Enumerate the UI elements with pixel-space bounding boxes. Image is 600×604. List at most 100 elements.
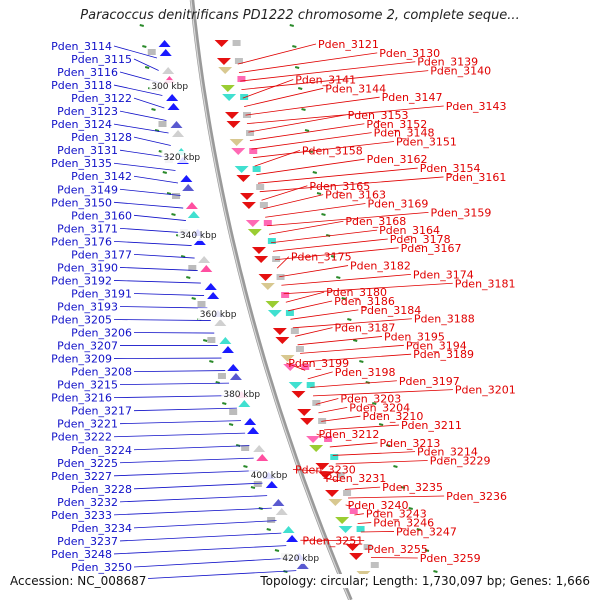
leader-line: [281, 274, 410, 285]
forward-gene-block: [312, 400, 320, 406]
scale-tick-label: 300 kbp: [151, 82, 188, 92]
reverse-gene-arrow: [186, 202, 198, 209]
reverse-gene-arrow: [166, 94, 178, 101]
gene-label: Pden_3207: [57, 340, 118, 353]
scale-dash: [152, 109, 156, 110]
reverse-gene-block: [172, 193, 180, 199]
leader-line: [134, 408, 237, 411]
scale-dash: [186, 277, 190, 278]
gene-label: Pden_3251: [302, 534, 363, 547]
gene-label: Pden_3184: [360, 304, 421, 317]
gene-label: Pden_3248: [51, 548, 112, 561]
gene-label: Pden_3143: [446, 100, 507, 113]
leader-line: [358, 523, 372, 524]
leader-line: [134, 254, 195, 258]
gene-label: Pden_3128: [71, 131, 132, 144]
gene-label: Pden_3205: [51, 314, 112, 327]
leader-line: [310, 381, 397, 388]
forward-gene-arrow: [300, 418, 314, 425]
scale-tick-label: 400 kbp: [251, 471, 288, 481]
scale-dash: [290, 25, 294, 26]
reverse-gene-block: [148, 49, 156, 55]
gene-label: Pden_3123: [57, 105, 118, 118]
reverse-gene-arrow: [168, 103, 180, 110]
leader-line: [321, 416, 360, 421]
reverse-gene-arrow: [247, 427, 259, 434]
reverse-gene-arrow: [172, 130, 184, 137]
scale-dash: [181, 256, 185, 257]
gene-label: Pden_3176: [51, 235, 112, 248]
leader-line: [114, 202, 183, 208]
gene-label: Pden_3212: [319, 428, 380, 441]
reverse-gene-arrow: [219, 337, 231, 344]
gene-label: Pden_3233: [51, 509, 112, 522]
scale-dash: [209, 361, 213, 362]
scale-dash: [317, 193, 321, 194]
scale-dash: [321, 214, 325, 215]
forward-gene-arrow: [254, 256, 268, 263]
gene-label: Pden_3160: [71, 209, 132, 222]
reverse-gene-arrow: [207, 292, 219, 299]
gene-label: Pden_3162: [367, 153, 428, 166]
forward-gene-block: [256, 184, 264, 190]
reverse-gene-block: [158, 121, 166, 127]
forward-gene-arrow: [297, 409, 311, 416]
forward-gene-arrow: [225, 112, 239, 119]
gene-label: Pden_3118: [51, 79, 112, 92]
gene-label: Pden_3114: [51, 40, 112, 53]
forward-gene-arrow: [221, 85, 235, 92]
leader-line: [250, 124, 364, 141]
scale-tick-label: 340 kbp: [180, 231, 217, 241]
gene-label: Pden_3259: [420, 552, 481, 565]
gene-label: Pden_3182: [350, 260, 411, 273]
forward-gene-arrow: [325, 490, 339, 497]
leader-line: [348, 496, 444, 498]
scale-dash: [192, 298, 196, 299]
leader-line: [120, 383, 229, 385]
scale-dash: [353, 340, 357, 341]
gene-label: Pden_3237: [57, 535, 118, 548]
reverse-gene-arrow: [170, 121, 182, 128]
scale-dash: [243, 466, 247, 467]
reverse-gene-arrow: [214, 319, 226, 326]
gene-label: Pden_3201: [455, 384, 516, 397]
leader-line: [290, 310, 358, 319]
gene-label: Pden_3232: [57, 496, 118, 509]
gene-label: Pden_3191: [71, 287, 132, 300]
scale-dash: [379, 424, 383, 425]
scale-tick-label: 380 kbp: [223, 390, 260, 400]
leader-line: [134, 446, 249, 450]
forward-gene-block: [343, 490, 351, 496]
gene-label: Pden_3147: [382, 91, 443, 104]
leader-line: [239, 53, 377, 73]
reverse-gene-arrow: [230, 373, 242, 380]
leader-line: [308, 372, 333, 379]
leader-line: [120, 267, 198, 270]
forward-gene-arrow: [248, 229, 262, 236]
scale-tick-label: 320 kbp: [163, 153, 200, 163]
forward-gene-block: [291, 328, 299, 334]
forward-gene-block: [233, 40, 241, 46]
gene-label: Pden_3159: [430, 206, 491, 219]
leader-line: [114, 320, 211, 321]
gene-label: Pden_3224: [71, 444, 132, 457]
forward-gene-arrow: [259, 274, 273, 281]
reverse-gene-arrow: [272, 499, 284, 506]
forward-gene-arrow: [242, 202, 256, 209]
forward-gene-arrow: [217, 58, 231, 65]
gene-label: Pden_3198: [335, 366, 396, 379]
reverse-gene-arrow: [244, 418, 256, 425]
gene-label: Pden_3215: [57, 379, 118, 392]
leader-line: [134, 293, 204, 295]
reverse-gene-arrow: [200, 265, 212, 272]
leader-line: [114, 358, 221, 359]
leader-line: [255, 150, 300, 166]
leader-line: [134, 558, 291, 567]
leader-line: [345, 487, 380, 489]
leader-line: [114, 471, 258, 476]
gene-label: Pden_3209: [51, 353, 112, 366]
accession-text: Accession: NC_008687: [8, 574, 148, 588]
forward-gene-arrow: [226, 121, 240, 128]
gene-label: Pden_3208: [71, 366, 132, 379]
leader-line: [248, 115, 345, 132]
